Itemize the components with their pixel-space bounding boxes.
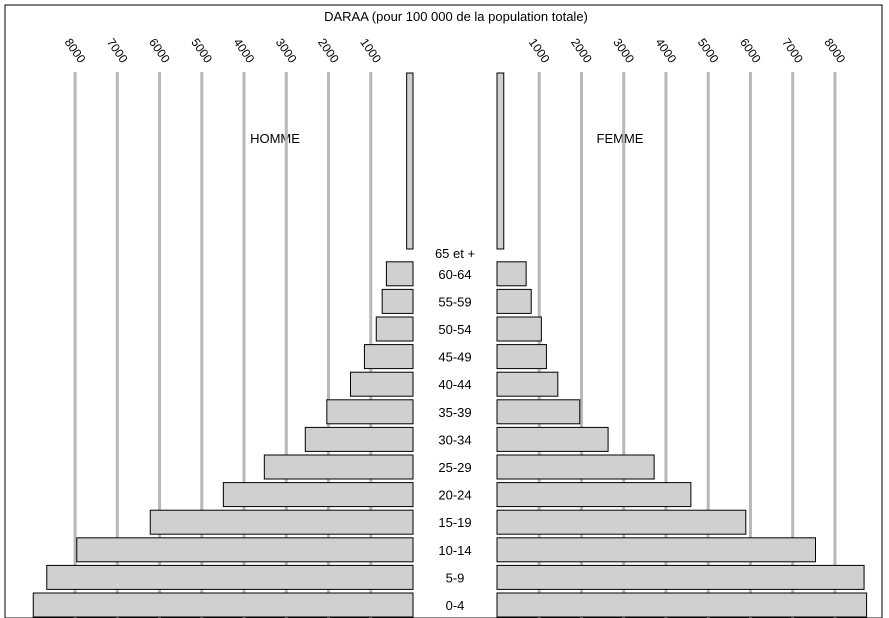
bar-femme-30-34 bbox=[496, 426, 609, 452]
bar-homme-5-9 bbox=[46, 564, 414, 590]
bar-femme-5-9 bbox=[496, 564, 865, 590]
category-label-55-59: 55-59 bbox=[438, 294, 471, 309]
bar-femme-60-64 bbox=[496, 261, 527, 287]
category-label-25-29: 25-29 bbox=[438, 460, 471, 475]
bar-femme-45-49 bbox=[496, 344, 547, 370]
femme-label: FEMME bbox=[597, 131, 644, 146]
bar-homme-25-29 bbox=[263, 454, 414, 480]
bar-homme-0-4 bbox=[32, 592, 414, 618]
bar-homme-20-24 bbox=[222, 482, 414, 508]
category-label-30-34: 30-34 bbox=[438, 432, 471, 447]
bar-homme-45-49 bbox=[363, 344, 414, 370]
bar-femme-40-44 bbox=[496, 371, 559, 397]
bar-femme-35-39 bbox=[496, 399, 581, 425]
bar-femme-20-24 bbox=[496, 482, 692, 508]
category-label-40-44: 40-44 bbox=[438, 377, 471, 392]
bar-layer bbox=[32, 72, 868, 618]
bar-homme-35-39 bbox=[326, 399, 414, 425]
bar-femme-65 et + bbox=[496, 72, 505, 250]
bar-homme-10-14 bbox=[76, 537, 414, 563]
bar-homme-30-34 bbox=[304, 426, 414, 452]
bar-homme-40-44 bbox=[349, 371, 414, 397]
chart-title: DARAA (pour 100 000 de la population tot… bbox=[324, 9, 588, 24]
bar-homme-55-59 bbox=[381, 288, 414, 314]
category-label-45-49: 45-49 bbox=[438, 350, 471, 365]
category-label-15-19: 15-19 bbox=[438, 515, 471, 530]
category-label-50-54: 50-54 bbox=[438, 322, 471, 337]
category-label-5-9: 5-9 bbox=[446, 570, 465, 585]
homme-label: HOMME bbox=[250, 131, 300, 146]
category-label-10-14: 10-14 bbox=[438, 543, 471, 558]
bar-femme-0-4 bbox=[496, 592, 868, 618]
bar-homme-60-64 bbox=[385, 261, 414, 287]
category-label-60-64: 60-64 bbox=[438, 267, 471, 282]
category-label-0-4: 0-4 bbox=[446, 598, 465, 613]
category-layer: 0-4 5-9 10-14 15-19 20-24 25-29 30-34 35-39 40-4… bbox=[435, 246, 475, 613]
category-label-20-24: 20-24 bbox=[438, 488, 471, 503]
bar-femme-50-54 bbox=[496, 316, 542, 342]
bar-homme-50-54 bbox=[375, 316, 414, 342]
category-label-65 et +: 65 et + bbox=[435, 246, 475, 261]
bar-homme-15-19 bbox=[149, 509, 414, 535]
bar-femme-15-19 bbox=[496, 509, 747, 535]
bar-homme-65 et + bbox=[406, 72, 414, 250]
category-label-35-39: 35-39 bbox=[438, 405, 471, 420]
bar-femme-10-14 bbox=[496, 537, 816, 563]
bar-femme-55-59 bbox=[496, 288, 532, 314]
bar-femme-25-29 bbox=[496, 454, 655, 480]
